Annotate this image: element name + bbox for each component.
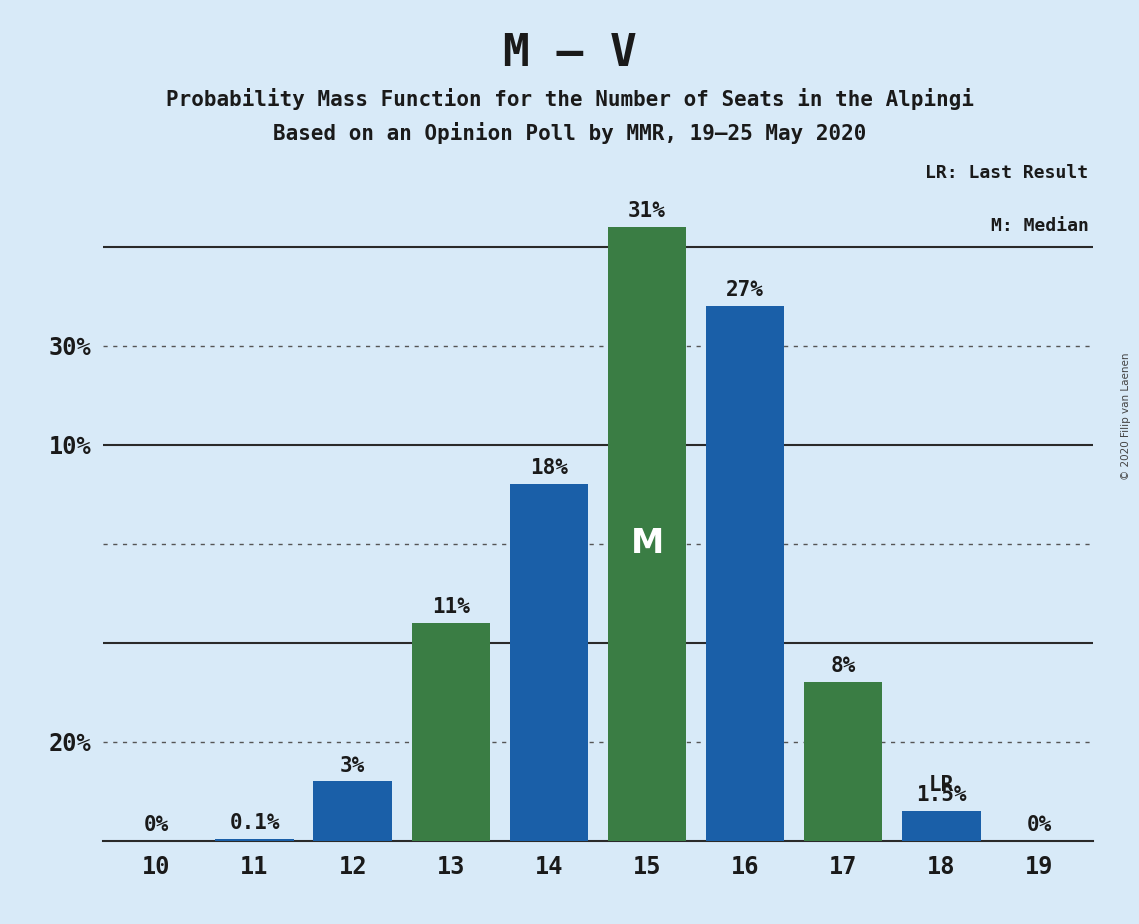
Bar <box>804 683 883 841</box>
Text: 11%: 11% <box>432 597 469 617</box>
Text: LR: LR <box>928 775 954 796</box>
Bar <box>902 811 981 841</box>
Bar <box>706 306 785 841</box>
Text: 0.1%: 0.1% <box>229 813 280 833</box>
Text: Based on an Opinion Poll by MMR, 19–25 May 2020: Based on an Opinion Poll by MMR, 19–25 M… <box>273 122 866 144</box>
Text: 18%: 18% <box>530 458 568 479</box>
Text: 31%: 31% <box>628 201 666 221</box>
Text: 0%: 0% <box>1027 815 1052 835</box>
Text: 1.5%: 1.5% <box>916 785 967 805</box>
Bar <box>215 839 294 841</box>
Bar <box>608 227 687 841</box>
Text: 0%: 0% <box>144 815 169 835</box>
Text: 8%: 8% <box>830 656 855 676</box>
Text: 3%: 3% <box>341 756 366 775</box>
Text: 27%: 27% <box>727 280 764 300</box>
Bar <box>509 484 588 841</box>
Text: Probability Mass Function for the Number of Seats in the Alpingi: Probability Mass Function for the Number… <box>165 88 974 110</box>
Bar <box>411 623 490 841</box>
Text: M: M <box>630 528 664 560</box>
Text: LR: Last Result: LR: Last Result <box>925 164 1089 182</box>
Text: M – V: M – V <box>502 32 637 76</box>
Text: © 2020 Filip van Laenen: © 2020 Filip van Laenen <box>1121 352 1131 480</box>
Bar <box>313 782 392 841</box>
Text: M: Median: M: Median <box>991 217 1089 235</box>
